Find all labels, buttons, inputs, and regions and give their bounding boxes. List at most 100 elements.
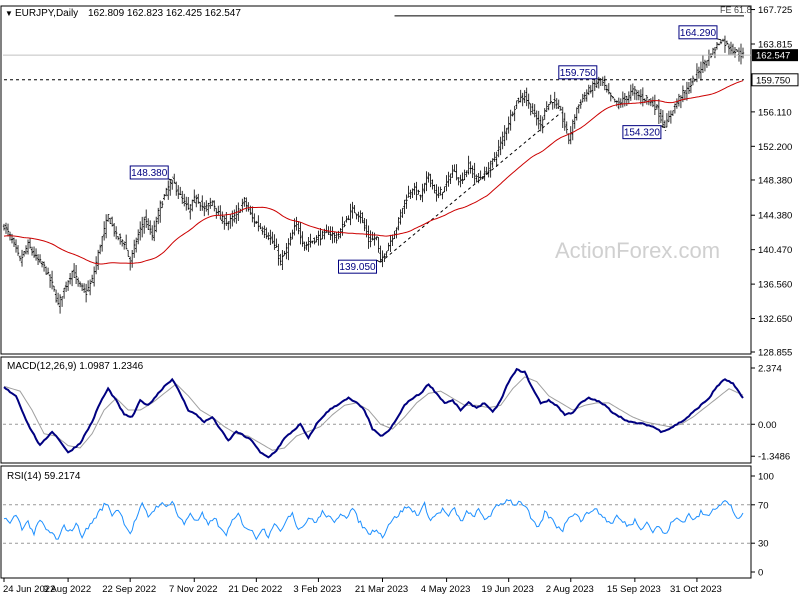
ohlc-bar <box>729 41 733 55</box>
ohlc-bar <box>339 228 342 239</box>
ohlc-bar <box>425 171 428 192</box>
ohlc-bar <box>153 220 156 242</box>
ohlc-bar <box>84 283 88 303</box>
x-tick-label: 2 Aug 2023 <box>546 584 594 595</box>
ohlc-bar <box>615 100 619 107</box>
ohlc-bar <box>271 231 274 244</box>
ohlc-bar <box>539 115 542 132</box>
ohlc-bar <box>345 215 348 223</box>
ohlc-bar <box>363 218 366 232</box>
ohlc-bar <box>465 170 468 178</box>
ohlc-bar <box>311 240 314 244</box>
ohlc-bar <box>739 43 743 65</box>
ohlc-bar <box>58 294 62 314</box>
ohlc-bar <box>499 136 502 156</box>
x-tick-label: 22 Sep 2022 <box>102 584 156 595</box>
ohlc-bar <box>279 253 282 266</box>
ohlc-bar <box>219 205 222 220</box>
ohlc-bar <box>227 221 230 231</box>
ohlc-bar <box>20 249 24 267</box>
ohlc-bar <box>603 75 607 91</box>
ohlc-bar <box>367 225 370 249</box>
current-price-tag <box>752 49 798 62</box>
ohlc-bar <box>557 99 560 110</box>
annotation-connector <box>716 38 722 41</box>
ohlc-bar <box>213 200 216 212</box>
ohlc-bar <box>315 235 318 243</box>
ohlc-bar <box>60 296 64 307</box>
ohlc-bar <box>495 151 498 167</box>
ohlc-bar <box>62 287 66 299</box>
ohlc-bar <box>179 186 182 195</box>
ohlc-bar <box>471 165 474 178</box>
ohlc-bar <box>317 230 320 246</box>
ohlc-bar <box>157 207 160 225</box>
price-y-tick-label: 140.470 <box>758 245 792 256</box>
ohlc-bar <box>195 194 198 208</box>
ohlc-bar <box>52 285 56 292</box>
ohlc-bar <box>351 201 354 219</box>
ohlc-bar <box>50 270 54 290</box>
ohlc-bar <box>144 209 148 228</box>
ohlc-bar <box>74 265 78 285</box>
annotation-label: 154.320 <box>624 128 661 139</box>
x-tick-label: 24 Jun 2022 <box>3 584 55 595</box>
ohlc-bar <box>265 227 268 239</box>
dropdown-triangle-icon[interactable]: ▼ <box>5 9 13 18</box>
ohlc-bar <box>269 229 272 246</box>
ohlc-bar <box>577 104 580 114</box>
ohlc-bar <box>721 38 725 42</box>
ohlc-bar <box>331 226 334 244</box>
ohlc-bar <box>549 94 552 105</box>
ohlc-bar <box>485 166 488 175</box>
macd-line <box>3 367 744 459</box>
ohlc-bar <box>441 192 444 200</box>
ohlc-bar <box>100 236 104 252</box>
ohlc-bar <box>34 248 38 261</box>
ohlc-bar <box>701 54 705 73</box>
ohlc-bar <box>665 113 669 128</box>
ohlc-bar <box>102 221 106 241</box>
ohlc-bar <box>595 79 599 89</box>
ohlc-bar <box>253 213 256 227</box>
ohlc-bar <box>80 283 84 291</box>
ohlc-bar <box>659 108 663 124</box>
rsi-panel-frame <box>0 465 752 579</box>
annotation-connector <box>660 125 666 129</box>
ohlc-bar <box>36 254 40 266</box>
ohlc-bar <box>391 234 394 246</box>
ohlc-bar <box>579 99 582 109</box>
ohlc-bar <box>427 172 430 183</box>
ohlc-bar <box>333 232 336 243</box>
ohlc-bar <box>161 200 164 209</box>
ohlc-bar <box>313 237 316 245</box>
x-tick-label: 21 Mar 2023 <box>355 584 408 595</box>
ohlc-bar <box>267 232 270 241</box>
ohlc-bar <box>56 292 60 306</box>
ohlc-bar <box>211 200 214 207</box>
ohlc-bar <box>307 236 310 252</box>
ohlc-bar <box>379 245 382 263</box>
ohlc-bar <box>735 49 739 52</box>
ohlc-bar <box>723 35 727 53</box>
price-y-tick-label: 148.380 <box>758 175 792 186</box>
ohlc-bar <box>48 274 52 288</box>
ohlc-bar <box>106 214 110 222</box>
ohlc-bar <box>171 176 174 190</box>
ohlc-bar <box>447 171 450 187</box>
ohlc-bar <box>134 237 138 253</box>
ohlc-bar <box>2 223 6 231</box>
ohlc-bar <box>463 169 466 181</box>
ohlc-bar <box>148 220 152 235</box>
ohlc-bar <box>693 78 697 82</box>
ohlc-bar <box>395 227 398 239</box>
ohlc-bar <box>407 185 410 198</box>
axes: 167.725 163.815 156.110 152.200 148.380 144.3… <box>3 5 799 595</box>
ohlc-bar <box>28 238 32 249</box>
ohlc-bar <box>741 47 745 59</box>
ohlc-bar <box>151 225 154 241</box>
ohlc-bar <box>303 241 306 251</box>
ohlc-bar <box>357 211 360 222</box>
ohlc-bar <box>493 152 496 162</box>
